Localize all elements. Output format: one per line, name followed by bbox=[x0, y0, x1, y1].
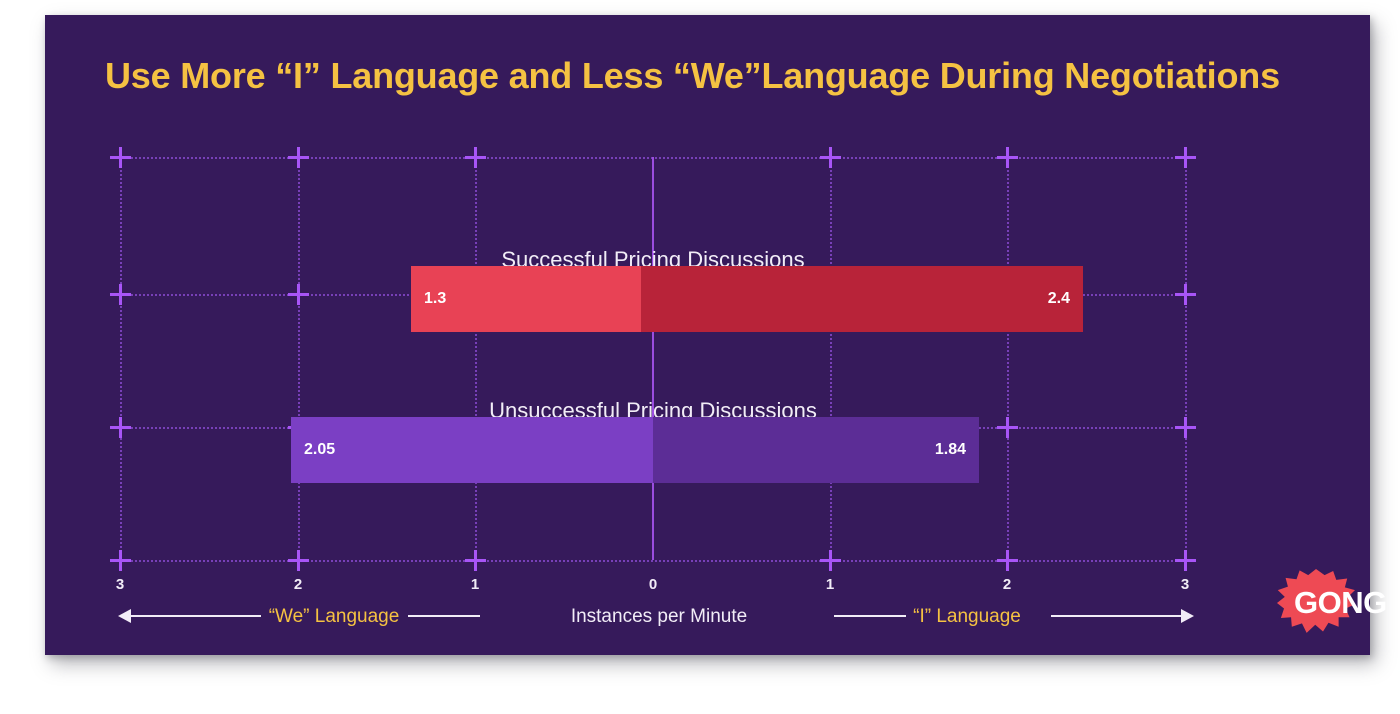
gridline-vertical bbox=[120, 157, 122, 560]
gridline-horizontal bbox=[120, 560, 1185, 562]
direction-line-left bbox=[131, 615, 261, 617]
x-tick-label: 2 bbox=[1002, 576, 1012, 593]
x-tick-label: 3 bbox=[115, 576, 125, 593]
grid-crosshair bbox=[110, 417, 131, 438]
bar-segment-i[interactable]: 1.84 bbox=[653, 417, 979, 483]
grid-crosshair bbox=[465, 550, 486, 571]
grid-crosshair bbox=[288, 550, 309, 571]
direction-line-right-inner bbox=[834, 615, 906, 617]
gridline-vertical bbox=[1007, 157, 1009, 560]
arrow-right-icon bbox=[1181, 609, 1194, 623]
gridline-vertical bbox=[475, 157, 477, 560]
grid-crosshair bbox=[997, 147, 1018, 168]
chart-plot-area: Successful Pricing Discussions 1.3 2.4 U… bbox=[45, 15, 1387, 655]
arrow-left-icon bbox=[118, 609, 131, 623]
bar-value-i: 2.4 bbox=[1047, 290, 1070, 307]
bar-segment-we[interactable]: 1.3 bbox=[411, 266, 641, 332]
zero-axis-line bbox=[652, 157, 654, 560]
grid-crosshair bbox=[997, 417, 1018, 438]
grid-crosshair bbox=[997, 550, 1018, 571]
x-tick-label: 3 bbox=[1180, 576, 1190, 593]
grid-crosshair bbox=[288, 284, 309, 305]
grid-crosshair bbox=[820, 550, 841, 571]
grid-crosshair bbox=[110, 284, 131, 305]
grid-crosshair bbox=[1175, 550, 1196, 571]
bar-segment-we[interactable]: 2.05 bbox=[291, 417, 653, 483]
grid-crosshair bbox=[1175, 284, 1196, 305]
x-axis-caption: Instances per Minute bbox=[570, 606, 748, 627]
direction-label-we: “We” Language bbox=[268, 606, 400, 627]
gridline-vertical bbox=[1185, 157, 1187, 560]
grid-crosshair bbox=[288, 147, 309, 168]
bar-value-we: 2.05 bbox=[304, 441, 336, 458]
gridline-vertical bbox=[830, 157, 832, 560]
bar-value-we: 1.3 bbox=[424, 290, 447, 307]
x-tick-label: 0 bbox=[648, 576, 658, 593]
bar-unsuccessful[interactable]: 2.05 1.84 bbox=[291, 417, 979, 483]
grid-crosshair bbox=[465, 147, 486, 168]
direction-line-left-outer bbox=[408, 615, 480, 617]
bar-value-i: 1.84 bbox=[934, 441, 966, 458]
gong-logo-text: GONG bbox=[1294, 585, 1387, 620]
grid-crosshair bbox=[110, 147, 131, 168]
x-tick-label: 2 bbox=[293, 576, 303, 593]
grid-crosshair bbox=[1175, 417, 1196, 438]
direction-line-right bbox=[1051, 615, 1181, 617]
direction-label-i: “I” Language bbox=[913, 606, 1021, 627]
grid-crosshair bbox=[110, 550, 131, 571]
slide-card: Use More “I” Language and Less “We”Langu… bbox=[45, 15, 1387, 655]
bar-successful[interactable]: 1.3 2.4 bbox=[411, 266, 1083, 332]
grid-crosshair bbox=[1175, 147, 1196, 168]
grid-crosshair bbox=[820, 147, 841, 168]
bar-segment-i[interactable]: 2.4 bbox=[641, 266, 1083, 332]
x-tick-label: 1 bbox=[825, 576, 835, 593]
page-title: Use More “I” Language and Less “We”Langu… bbox=[105, 55, 1280, 96]
gridline-vertical bbox=[298, 157, 300, 560]
gong-logo: GONG bbox=[1277, 567, 1397, 639]
x-tick-label: 1 bbox=[470, 576, 480, 593]
